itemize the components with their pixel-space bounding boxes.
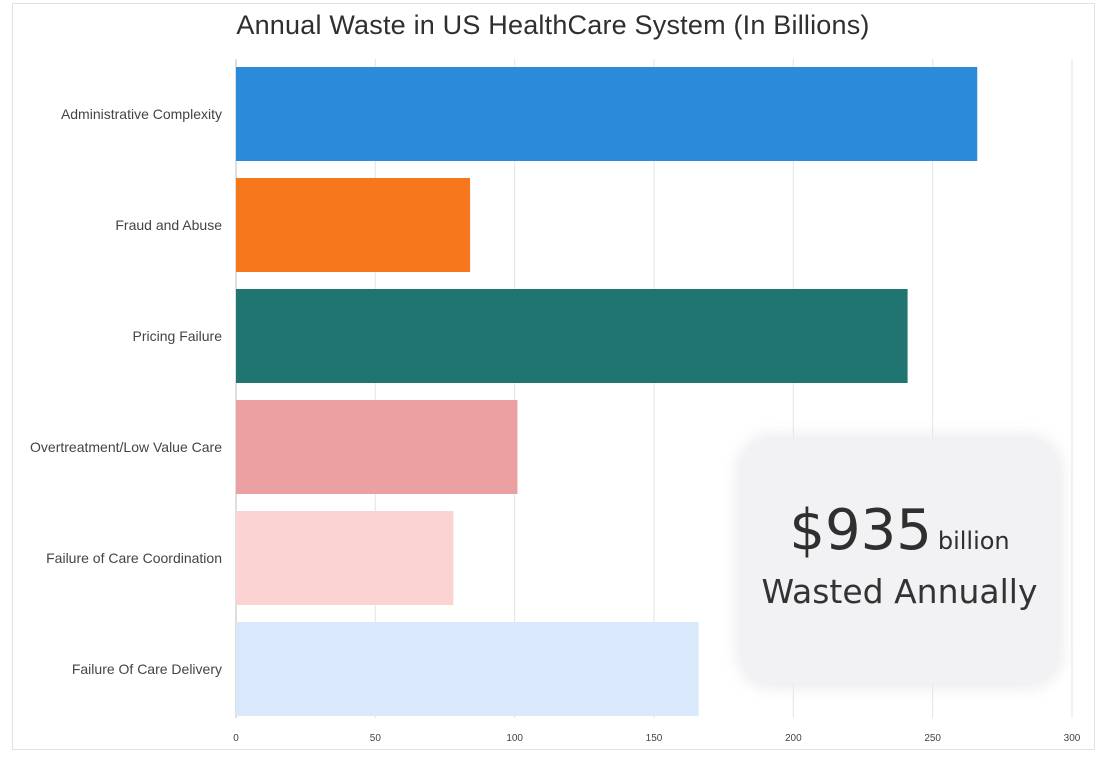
x-tick-label: 100 <box>506 733 523 744</box>
bars <box>236 67 978 716</box>
category-labels: Administrative Complexity Fraud and Abuse… <box>30 106 222 677</box>
category-label: Administrative Complexity <box>61 106 222 122</box>
x-tick-label: 50 <box>370 733 382 744</box>
chart-title: Annual Waste in US HealthCare System (In… <box>236 10 870 40</box>
total-amount: $935 <box>789 498 932 563</box>
total-callout: $935 billion Wasted Annually <box>742 440 1057 683</box>
x-tick-label: 0 <box>233 733 239 744</box>
category-label: Failure Of Care Delivery <box>72 661 222 677</box>
x-tick-labels: 0 50 100 150 200 250 300 <box>233 733 1081 744</box>
bar <box>236 67 978 161</box>
bar <box>236 400 518 494</box>
category-label: Failure of Care Coordination <box>46 550 222 566</box>
bar <box>236 622 699 716</box>
total-caption: Wasted Annually <box>761 572 1038 611</box>
total-unit: billion <box>937 527 1010 555</box>
x-tick-label: 200 <box>785 733 802 744</box>
x-tick-label: 250 <box>924 733 941 744</box>
x-tick-label: 150 <box>646 733 663 744</box>
bar <box>236 289 908 383</box>
bar <box>236 178 471 272</box>
category-label: Pricing Failure <box>133 328 223 344</box>
category-label: Overtreatment/Low Value Care <box>30 439 222 455</box>
category-label: Fraud and Abuse <box>115 217 222 233</box>
x-tick-label: 300 <box>1064 733 1081 744</box>
bar <box>236 511 454 605</box>
